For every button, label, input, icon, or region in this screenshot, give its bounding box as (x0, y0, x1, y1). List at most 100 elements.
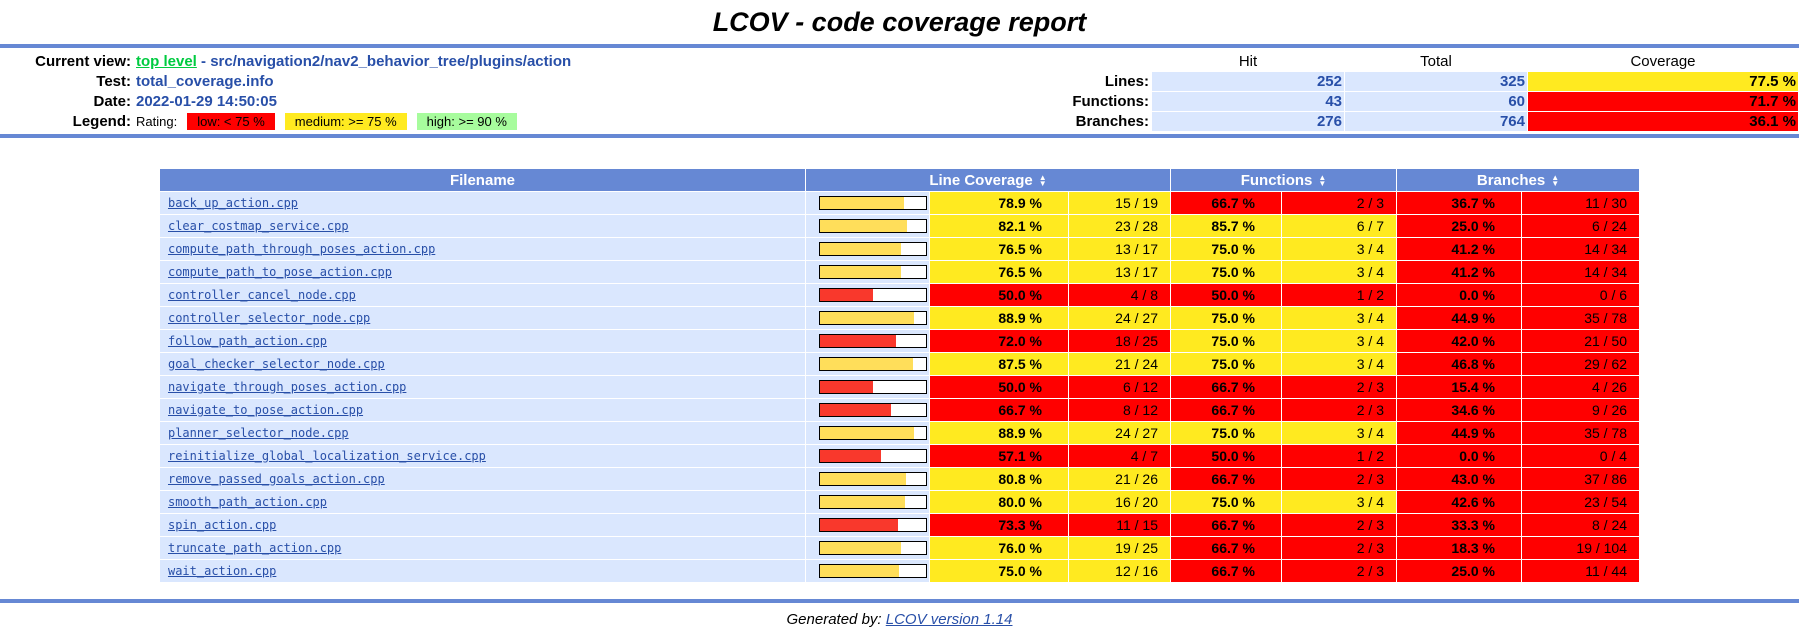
file-link[interactable]: spin_action.cpp (167, 518, 277, 532)
line-coverage-percent: 88.9 % (929, 422, 1068, 444)
table-row: controller_selector_node.cpp 88.9 % 24 /… (159, 307, 1640, 329)
column-header-line-coverage[interactable]: Line Coverage ▲ ▼ (805, 169, 1170, 191)
branches-percent: 18.3 % (1397, 537, 1521, 559)
functions-label: Functions: (1072, 93, 1149, 110)
branches-percent: 33.3 % (1397, 514, 1521, 536)
line-coverage-percent: 80.0 % (929, 491, 1068, 513)
branches-ratio: 37 / 86 (1522, 468, 1640, 490)
line-coverage-bar-cell (805, 376, 929, 398)
sort-updown-icon[interactable]: ▲ ▼ (1318, 172, 1327, 188)
footer-ruler (0, 599, 1799, 603)
table-row: planner_selector_node.cpp 88.9 % 24 / 27… (159, 422, 1640, 444)
branches-total: 764 (1345, 112, 1527, 131)
line-coverage-ratio: 4 / 8 (1068, 284, 1170, 306)
top-level-link[interactable]: top level (136, 53, 197, 70)
lines-hit: 252 (1152, 72, 1344, 91)
file-link[interactable]: smooth_path_action.cpp (167, 495, 327, 509)
file-link[interactable]: back_up_action.cpp (167, 196, 299, 210)
branches-ratio: 23 / 54 (1522, 491, 1640, 513)
line-coverage-bar-cell (805, 537, 929, 559)
functions-percent: 75.0 % (1171, 330, 1281, 352)
coverage-bar (818, 357, 927, 371)
line-coverage-ratio: 4 / 7 (1068, 445, 1170, 467)
column-header-filename[interactable]: Filename (159, 169, 805, 191)
filename-cell: clear_costmap_service.cpp (159, 215, 805, 237)
column-header-functions[interactable]: Functions ▲ ▼ (1171, 169, 1396, 191)
filename-cell: wait_action.cpp (159, 560, 805, 582)
summary-empty-cell (1037, 52, 1151, 71)
file-link[interactable]: compute_path_through_poses_action.cpp (167, 242, 436, 256)
branches-percent: 46.8 % (1397, 353, 1521, 375)
lcov-version-link[interactable]: LCOV version 1.14 (885, 611, 1013, 628)
line-coverage-percent: 80.8 % (929, 468, 1068, 490)
functions-percent: 66.7 % (1171, 468, 1281, 490)
functions-percent: 75.0 % (1171, 353, 1281, 375)
coverage-bar (818, 242, 927, 256)
line-coverage-bar-cell (805, 445, 929, 467)
table-row: clear_costmap_service.cpp 82.1 % 23 / 28… (159, 215, 1640, 237)
line-coverage-ratio: 21 / 26 (1068, 468, 1170, 490)
line-coverage-ratio: 11 / 15 (1068, 514, 1170, 536)
functions-ratio: 3 / 4 (1282, 238, 1396, 260)
coverage-table-header-row: Filename Line Coverage ▲ ▼ Functions ▲ ▼ Bra… (159, 169, 1640, 191)
table-row: remove_passed_goals_action.cpp 80.8 % 21… (159, 468, 1640, 490)
file-link[interactable]: truncate_path_action.cpp (167, 541, 342, 555)
line-coverage-ratio: 24 / 27 (1068, 307, 1170, 329)
functions-hit: 43 (1152, 92, 1344, 111)
line-coverage-bar-cell (805, 261, 929, 283)
coverage-bar-fill (819, 473, 906, 485)
line-coverage-percent: 88.9 % (929, 307, 1068, 329)
functions-ratio: 1 / 2 (1282, 284, 1396, 306)
filename-cell: back_up_action.cpp (159, 192, 805, 214)
line-coverage-percent: 78.9 % (929, 192, 1068, 214)
table-row: truncate_path_action.cpp 76.0 % 19 / 25 … (159, 537, 1640, 559)
branches-ratio: 11 / 30 (1522, 192, 1640, 214)
file-link[interactable]: reinitialize_global_localization_service… (167, 449, 486, 463)
filename-cell: remove_passed_goals_action.cpp (159, 468, 805, 490)
branches-ratio: 11 / 44 (1522, 560, 1640, 582)
coverage-bar (818, 426, 927, 440)
coverage-bar-fill (819, 519, 898, 531)
coverage-bar-fill (819, 220, 907, 232)
functions-ratio: 2 / 3 (1282, 468, 1396, 490)
coverage-bar (818, 449, 927, 463)
file-link[interactable]: navigate_to_pose_action.cpp (167, 403, 364, 417)
line-coverage-ratio: 12 / 16 (1068, 560, 1170, 582)
line-coverage-ratio: 16 / 20 (1068, 491, 1170, 513)
file-link[interactable]: remove_passed_goals_action.cpp (167, 472, 385, 486)
functions-ratio: 3 / 4 (1282, 261, 1396, 283)
file-link[interactable]: goal_checker_selector_node.cpp (167, 357, 385, 371)
lines-label: Lines: (1104, 73, 1149, 90)
line-coverage-ratio: 15 / 19 (1068, 192, 1170, 214)
file-link[interactable]: controller_cancel_node.cpp (167, 288, 356, 302)
filename-cell: spin_action.cpp (159, 514, 805, 536)
line-coverage-percent: 72.0 % (929, 330, 1068, 352)
filename-cell: controller_cancel_node.cpp (159, 284, 805, 306)
coverage-bar (818, 196, 927, 210)
file-link[interactable]: navigate_through_poses_action.cpp (167, 380, 407, 394)
coverage-bar (818, 380, 927, 394)
column-header-branches[interactable]: Branches ▲ ▼ (1397, 169, 1640, 191)
file-link[interactable]: follow_path_action.cpp (167, 334, 327, 348)
coverage-bar-fill (819, 335, 897, 347)
file-link[interactable]: controller_selector_node.cpp (167, 311, 371, 325)
sort-updown-icon[interactable]: ▲ ▼ (1038, 172, 1047, 188)
file-link[interactable]: clear_costmap_service.cpp (167, 219, 349, 233)
functions-percent: 66.7 % (1171, 514, 1281, 536)
functions-ratio: 2 / 3 (1282, 399, 1396, 421)
file-link[interactable]: wait_action.cpp (167, 564, 277, 578)
coverage-bar-fill (819, 542, 901, 554)
line-coverage-percent: 66.7 % (929, 399, 1068, 421)
line-coverage-bar-cell (805, 307, 929, 329)
coverage-table: Filename Line Coverage ▲ ▼ Functions ▲ ▼ Bra… (159, 168, 1640, 583)
line-coverage-ratio: 13 / 17 (1068, 238, 1170, 260)
file-link[interactable]: planner_selector_node.cpp (167, 426, 349, 440)
branches-ratio: 0 / 6 (1522, 284, 1640, 306)
file-link[interactable]: compute_path_to_pose_action.cpp (167, 265, 392, 279)
table-row: compute_path_through_poses_action.cpp 76… (159, 238, 1640, 260)
coverage-bar-fill (819, 197, 904, 209)
sort-updown-icon[interactable]: ▲ ▼ (1551, 172, 1560, 188)
branches-percent: 41.2 % (1397, 238, 1521, 260)
branches-percent: 43.0 % (1397, 468, 1521, 490)
functions-ratio: 3 / 4 (1282, 330, 1396, 352)
